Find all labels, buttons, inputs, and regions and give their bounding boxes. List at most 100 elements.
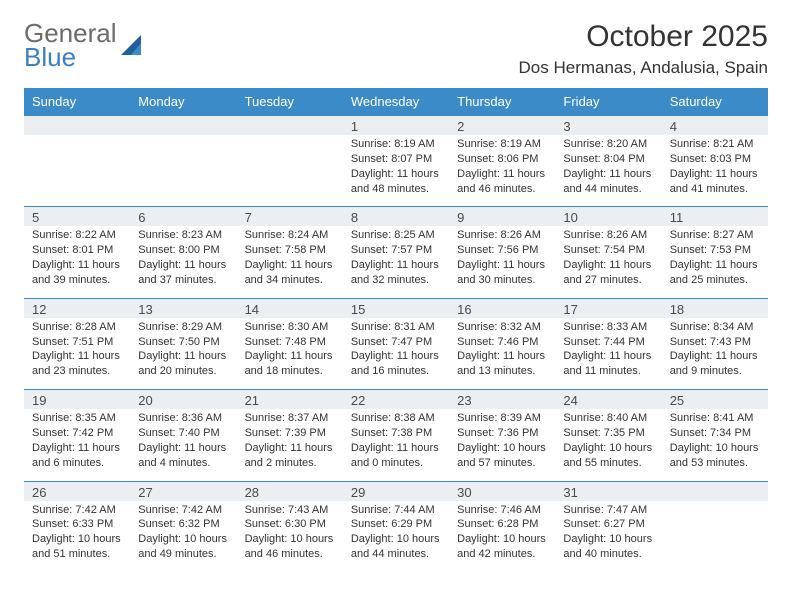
day-number: 25 xyxy=(662,389,768,409)
day-cell: 6Sunrise: 8:23 AMSunset: 8:00 PMDaylight… xyxy=(130,206,236,297)
day-line: Sunset: 8:03 PM xyxy=(670,152,760,167)
day-body: Sunrise: 8:19 AMSunset: 8:07 PMDaylight:… xyxy=(343,135,449,206)
day-header: Monday xyxy=(130,88,236,115)
day-line: Sunset: 7:46 PM xyxy=(457,335,547,350)
day-line: Sunrise: 8:23 AM xyxy=(138,228,228,243)
day-body: Sunrise: 8:33 AMSunset: 7:44 PMDaylight:… xyxy=(555,318,661,389)
day-line: Sunrise: 8:22 AM xyxy=(32,228,122,243)
day-cell: 30Sunrise: 7:46 AMSunset: 6:28 PMDayligh… xyxy=(449,481,555,572)
day-line: Sunset: 6:32 PM xyxy=(138,517,228,532)
day-number: 28 xyxy=(237,481,343,501)
day-number: 7 xyxy=(237,206,343,226)
day-line: Sunset: 7:47 PM xyxy=(351,335,441,350)
day-cell: 3Sunrise: 8:20 AMSunset: 8:04 PMDaylight… xyxy=(555,115,661,206)
day-line: Sunset: 7:50 PM xyxy=(138,335,228,350)
day-body: Sunrise: 8:30 AMSunset: 7:48 PMDaylight:… xyxy=(237,318,343,389)
day-number: 27 xyxy=(130,481,236,501)
day-line: Sunset: 8:04 PM xyxy=(563,152,653,167)
day-line: Daylight: 11 hours and 20 minutes. xyxy=(138,349,228,379)
day-body: Sunrise: 8:40 AMSunset: 7:35 PMDaylight:… xyxy=(555,409,661,480)
day-header: Friday xyxy=(555,88,661,115)
day-line: Sunrise: 8:38 AM xyxy=(351,411,441,426)
day-line: Sunrise: 8:30 AM xyxy=(245,320,335,335)
day-line: Daylight: 10 hours and 49 minutes. xyxy=(138,532,228,562)
day-cell: 9Sunrise: 8:26 AMSunset: 7:56 PMDaylight… xyxy=(449,206,555,297)
title-block: October 2025 Dos Hermanas, Andalusia, Sp… xyxy=(519,20,768,78)
day-cell: 23Sunrise: 8:39 AMSunset: 7:36 PMDayligh… xyxy=(449,389,555,480)
day-cell: 18Sunrise: 8:34 AMSunset: 7:43 PMDayligh… xyxy=(662,298,768,389)
day-body: Sunrise: 8:32 AMSunset: 7:46 PMDaylight:… xyxy=(449,318,555,389)
day-line: Sunrise: 8:32 AM xyxy=(457,320,547,335)
day-line: Daylight: 11 hours and 23 minutes. xyxy=(32,349,122,379)
day-line: Daylight: 10 hours and 53 minutes. xyxy=(670,441,760,471)
day-line: Daylight: 11 hours and 44 minutes. xyxy=(563,167,653,197)
day-cell: 28Sunrise: 7:43 AMSunset: 6:30 PMDayligh… xyxy=(237,481,343,572)
header: General Blue October 2025 Dos Hermanas, … xyxy=(24,20,768,78)
day-line: Sunrise: 8:36 AM xyxy=(138,411,228,426)
day-line: Sunrise: 8:29 AM xyxy=(138,320,228,335)
day-line: Daylight: 10 hours and 46 minutes. xyxy=(245,532,335,562)
day-line: Sunset: 8:00 PM xyxy=(138,243,228,258)
day-line: Daylight: 11 hours and 4 minutes. xyxy=(138,441,228,471)
day-body xyxy=(130,135,236,197)
calendar-table: SundayMondayTuesdayWednesdayThursdayFrid… xyxy=(24,88,768,572)
day-cell: 14Sunrise: 8:30 AMSunset: 7:48 PMDayligh… xyxy=(237,298,343,389)
day-number: 29 xyxy=(343,481,449,501)
day-line: Sunrise: 8:26 AM xyxy=(457,228,547,243)
day-body: Sunrise: 8:36 AMSunset: 7:40 PMDaylight:… xyxy=(130,409,236,480)
day-header-row: SundayMondayTuesdayWednesdayThursdayFrid… xyxy=(24,88,768,115)
day-cell: 20Sunrise: 8:36 AMSunset: 7:40 PMDayligh… xyxy=(130,389,236,480)
day-line: Sunrise: 7:44 AM xyxy=(351,503,441,518)
day-number: 31 xyxy=(555,481,661,501)
day-body: Sunrise: 8:31 AMSunset: 7:47 PMDaylight:… xyxy=(343,318,449,389)
day-body: Sunrise: 8:37 AMSunset: 7:39 PMDaylight:… xyxy=(237,409,343,480)
day-body: Sunrise: 8:20 AMSunset: 8:04 PMDaylight:… xyxy=(555,135,661,206)
day-line: Daylight: 11 hours and 48 minutes. xyxy=(351,167,441,197)
week-row: 1Sunrise: 8:19 AMSunset: 8:07 PMDaylight… xyxy=(24,115,768,206)
day-line: Daylight: 11 hours and 9 minutes. xyxy=(670,349,760,379)
day-body: Sunrise: 8:35 AMSunset: 7:42 PMDaylight:… xyxy=(24,409,130,480)
day-line: Sunset: 7:51 PM xyxy=(32,335,122,350)
day-line: Sunrise: 8:27 AM xyxy=(670,228,760,243)
day-line: Daylight: 11 hours and 13 minutes. xyxy=(457,349,547,379)
day-cell: 16Sunrise: 8:32 AMSunset: 7:46 PMDayligh… xyxy=(449,298,555,389)
day-line: Sunset: 7:57 PM xyxy=(351,243,441,258)
day-cell: 13Sunrise: 8:29 AMSunset: 7:50 PMDayligh… xyxy=(130,298,236,389)
day-line: Sunrise: 8:33 AM xyxy=(563,320,653,335)
day-line: Sunset: 7:44 PM xyxy=(563,335,653,350)
day-line: Sunrise: 8:24 AM xyxy=(245,228,335,243)
day-line: Sunset: 7:43 PM xyxy=(670,335,760,350)
day-line: Daylight: 10 hours and 55 minutes. xyxy=(563,441,653,471)
day-line: Sunset: 7:42 PM xyxy=(32,426,122,441)
day-line: Sunset: 7:53 PM xyxy=(670,243,760,258)
day-cell: 29Sunrise: 7:44 AMSunset: 6:29 PMDayligh… xyxy=(343,481,449,572)
day-number: 15 xyxy=(343,298,449,318)
day-body: Sunrise: 8:28 AMSunset: 7:51 PMDaylight:… xyxy=(24,318,130,389)
day-number xyxy=(24,115,130,135)
day-line: Daylight: 11 hours and 16 minutes. xyxy=(351,349,441,379)
day-line: Sunset: 8:06 PM xyxy=(457,152,547,167)
day-cell: 10Sunrise: 8:26 AMSunset: 7:54 PMDayligh… xyxy=(555,206,661,297)
day-cell: 27Sunrise: 7:42 AMSunset: 6:32 PMDayligh… xyxy=(130,481,236,572)
day-number: 20 xyxy=(130,389,236,409)
day-cell: 17Sunrise: 8:33 AMSunset: 7:44 PMDayligh… xyxy=(555,298,661,389)
day-cell: 1Sunrise: 8:19 AMSunset: 8:07 PMDaylight… xyxy=(343,115,449,206)
day-line: Sunrise: 7:43 AM xyxy=(245,503,335,518)
day-header: Thursday xyxy=(449,88,555,115)
day-line: Sunset: 7:48 PM xyxy=(245,335,335,350)
day-number: 26 xyxy=(24,481,130,501)
day-cell xyxy=(130,115,236,206)
day-body: Sunrise: 7:46 AMSunset: 6:28 PMDaylight:… xyxy=(449,501,555,572)
day-body: Sunrise: 8:29 AMSunset: 7:50 PMDaylight:… xyxy=(130,318,236,389)
day-line: Sunrise: 8:26 AM xyxy=(563,228,653,243)
day-number: 18 xyxy=(662,298,768,318)
day-cell: 12Sunrise: 8:28 AMSunset: 7:51 PMDayligh… xyxy=(24,298,130,389)
day-line: Sunrise: 8:35 AM xyxy=(32,411,122,426)
day-line: Sunset: 6:29 PM xyxy=(351,517,441,532)
day-cell: 21Sunrise: 8:37 AMSunset: 7:39 PMDayligh… xyxy=(237,389,343,480)
day-line: Daylight: 10 hours and 42 minutes. xyxy=(457,532,547,562)
day-line: Sunrise: 8:19 AM xyxy=(457,137,547,152)
day-line: Daylight: 10 hours and 40 minutes. xyxy=(563,532,653,562)
day-header: Saturday xyxy=(662,88,768,115)
day-line: Daylight: 11 hours and 25 minutes. xyxy=(670,258,760,288)
